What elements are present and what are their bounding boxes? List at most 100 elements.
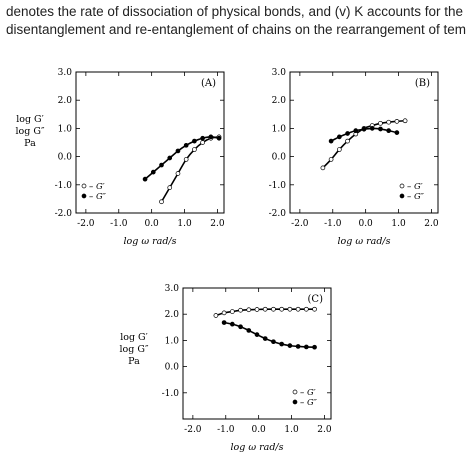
legend-entry: – G′ [407, 182, 423, 192]
plot-area [213, 306, 317, 350]
legend-entry: – G″ [89, 192, 107, 202]
x-tick-label: -2.0 [291, 219, 309, 229]
x-axis-label: log ω rad/s [124, 236, 177, 247]
legend-marker-g-double-prime [292, 399, 298, 405]
data-point-g-double-prime [142, 176, 148, 182]
series-line-g-double-prime [223, 321, 315, 349]
x-tick-label: -1.0 [324, 219, 342, 229]
data-point-g-double-prime [287, 343, 293, 348]
plot-frame [182, 287, 332, 420]
y-axis-label-line: Pa [24, 138, 36, 149]
data-point-g-prime [287, 306, 293, 312]
data-point-g-double-prime [386, 128, 392, 134]
data-point-g-prime [183, 157, 189, 162]
x-tick-label: -2.0 [77, 219, 95, 229]
x-axis-label: log ω rad/s [231, 442, 284, 453]
data-point-g-prime [303, 306, 309, 312]
y-tick-label: -1.0 [162, 389, 180, 399]
data-point-g-double-prime [208, 134, 214, 140]
data-point-g-prime [378, 120, 383, 126]
data-point-g-prime [167, 185, 173, 190]
y-tick-label: 1.0 [272, 124, 287, 134]
legend-marker-g-double-prime [399, 193, 405, 199]
data-point-g-double-prime [262, 336, 268, 341]
y-axis-label-line: log G′ [16, 114, 44, 125]
plot-area [320, 118, 408, 171]
x-tick-label: 0.0 [358, 219, 373, 229]
body-text-line-1: denotes the rate of dissociation of phys… [6, 4, 464, 19]
data-point-g-double-prime [369, 126, 375, 131]
panel-label: (C) [308, 294, 324, 305]
x-tick-label: 1.0 [177, 219, 192, 229]
data-point-g-double-prime [271, 339, 276, 345]
data-point-g-prime [320, 165, 326, 171]
data-point-g-prime [345, 138, 350, 144]
y-tick-label: 2.0 [272, 96, 287, 106]
x-tick-label: -2.0 [184, 425, 202, 435]
data-point-g-prime [402, 118, 408, 124]
data-point-g-double-prime [312, 344, 317, 350]
data-point-g-double-prime [328, 138, 334, 144]
y-axis-label-line: log G″ [120, 344, 149, 355]
data-point-g-double-prime [279, 341, 285, 347]
y-tick-label: 2.0 [165, 310, 180, 320]
data-point-g-prime [328, 157, 334, 162]
x-tick-label: 0.0 [251, 425, 266, 435]
panel-label: (B) [415, 78, 430, 89]
y-tick-label: -2.0 [269, 209, 287, 219]
x-tick-label: -1.0 [110, 219, 128, 229]
data-point-g-double-prime [200, 135, 205, 141]
series-line-g-double-prime [144, 136, 220, 180]
legend-entry: – G′ [300, 388, 316, 398]
legend: – G′– G″ [292, 388, 318, 408]
plot-frame [75, 71, 225, 214]
data-point-g-prime [159, 199, 164, 205]
data-point-g-double-prime [167, 155, 173, 161]
data-point-g-double-prime [345, 131, 350, 136]
data-point-g-double-prime [246, 328, 252, 333]
y-tick-label: 3.0 [165, 284, 180, 294]
data-point-g-prime [279, 306, 285, 312]
body-text-line-2: disentanglement and re-entanglement of c… [6, 22, 467, 37]
legend-marker-g-prime [399, 183, 405, 189]
data-point-g-double-prime [150, 169, 156, 175]
data-point-g-prime [394, 118, 400, 124]
data-point-g-double-prime [229, 321, 235, 327]
legend-marker-g-double-prime [81, 193, 87, 199]
data-point-g-double-prime [221, 320, 227, 325]
data-point-g-prime [200, 140, 205, 145]
y-tick-label: 0.0 [272, 153, 287, 163]
series-line-g-prime [160, 136, 220, 203]
data-point-g-prime [262, 306, 268, 312]
data-point-g-double-prime [254, 332, 260, 337]
data-point-g-prime [221, 310, 227, 316]
data-point-g-double-prime [159, 162, 164, 168]
x-tick-label: -1.0 [217, 425, 235, 435]
y-tick-label: 2.0 [58, 96, 73, 106]
data-point-g-double-prime [353, 128, 359, 134]
y-tick-label: 0.0 [165, 363, 180, 373]
data-point-g-double-prime [378, 126, 383, 132]
data-point-g-double-prime [394, 130, 400, 135]
data-point-g-double-prime [175, 148, 181, 154]
data-point-g-prime [271, 306, 276, 312]
data-point-g-prime [213, 313, 219, 318]
data-point-g-prime [175, 171, 181, 176]
x-tick-label: 2.0 [424, 219, 439, 229]
legend-entry: – G″ [407, 192, 425, 202]
y-axis-label-line: Pa [128, 356, 140, 367]
y-tick-label: 1.0 [165, 336, 180, 346]
x-axis-label: log ω rad/s [338, 236, 391, 247]
plot-frame [289, 71, 439, 214]
x-tick-label: 2.0 [317, 425, 332, 435]
x-tick-label: 1.0 [284, 425, 299, 435]
legend: – G′– G″ [81, 182, 107, 202]
chart-panel-2: -2.0 -1.0 0.0 1.0 2.0 -2.0 -1.0 0.0 1.0 2.0 3.0 log… [269, 68, 439, 247]
data-point-g-double-prime [303, 344, 309, 350]
y-tick-label: -1.0 [269, 181, 287, 191]
data-point-g-prime [192, 147, 197, 152]
data-point-g-prime [229, 309, 235, 314]
y-tick-label: 0.0 [58, 153, 73, 163]
x-tick-label: 0.0 [144, 219, 159, 229]
data-point-g-prime [312, 306, 317, 312]
